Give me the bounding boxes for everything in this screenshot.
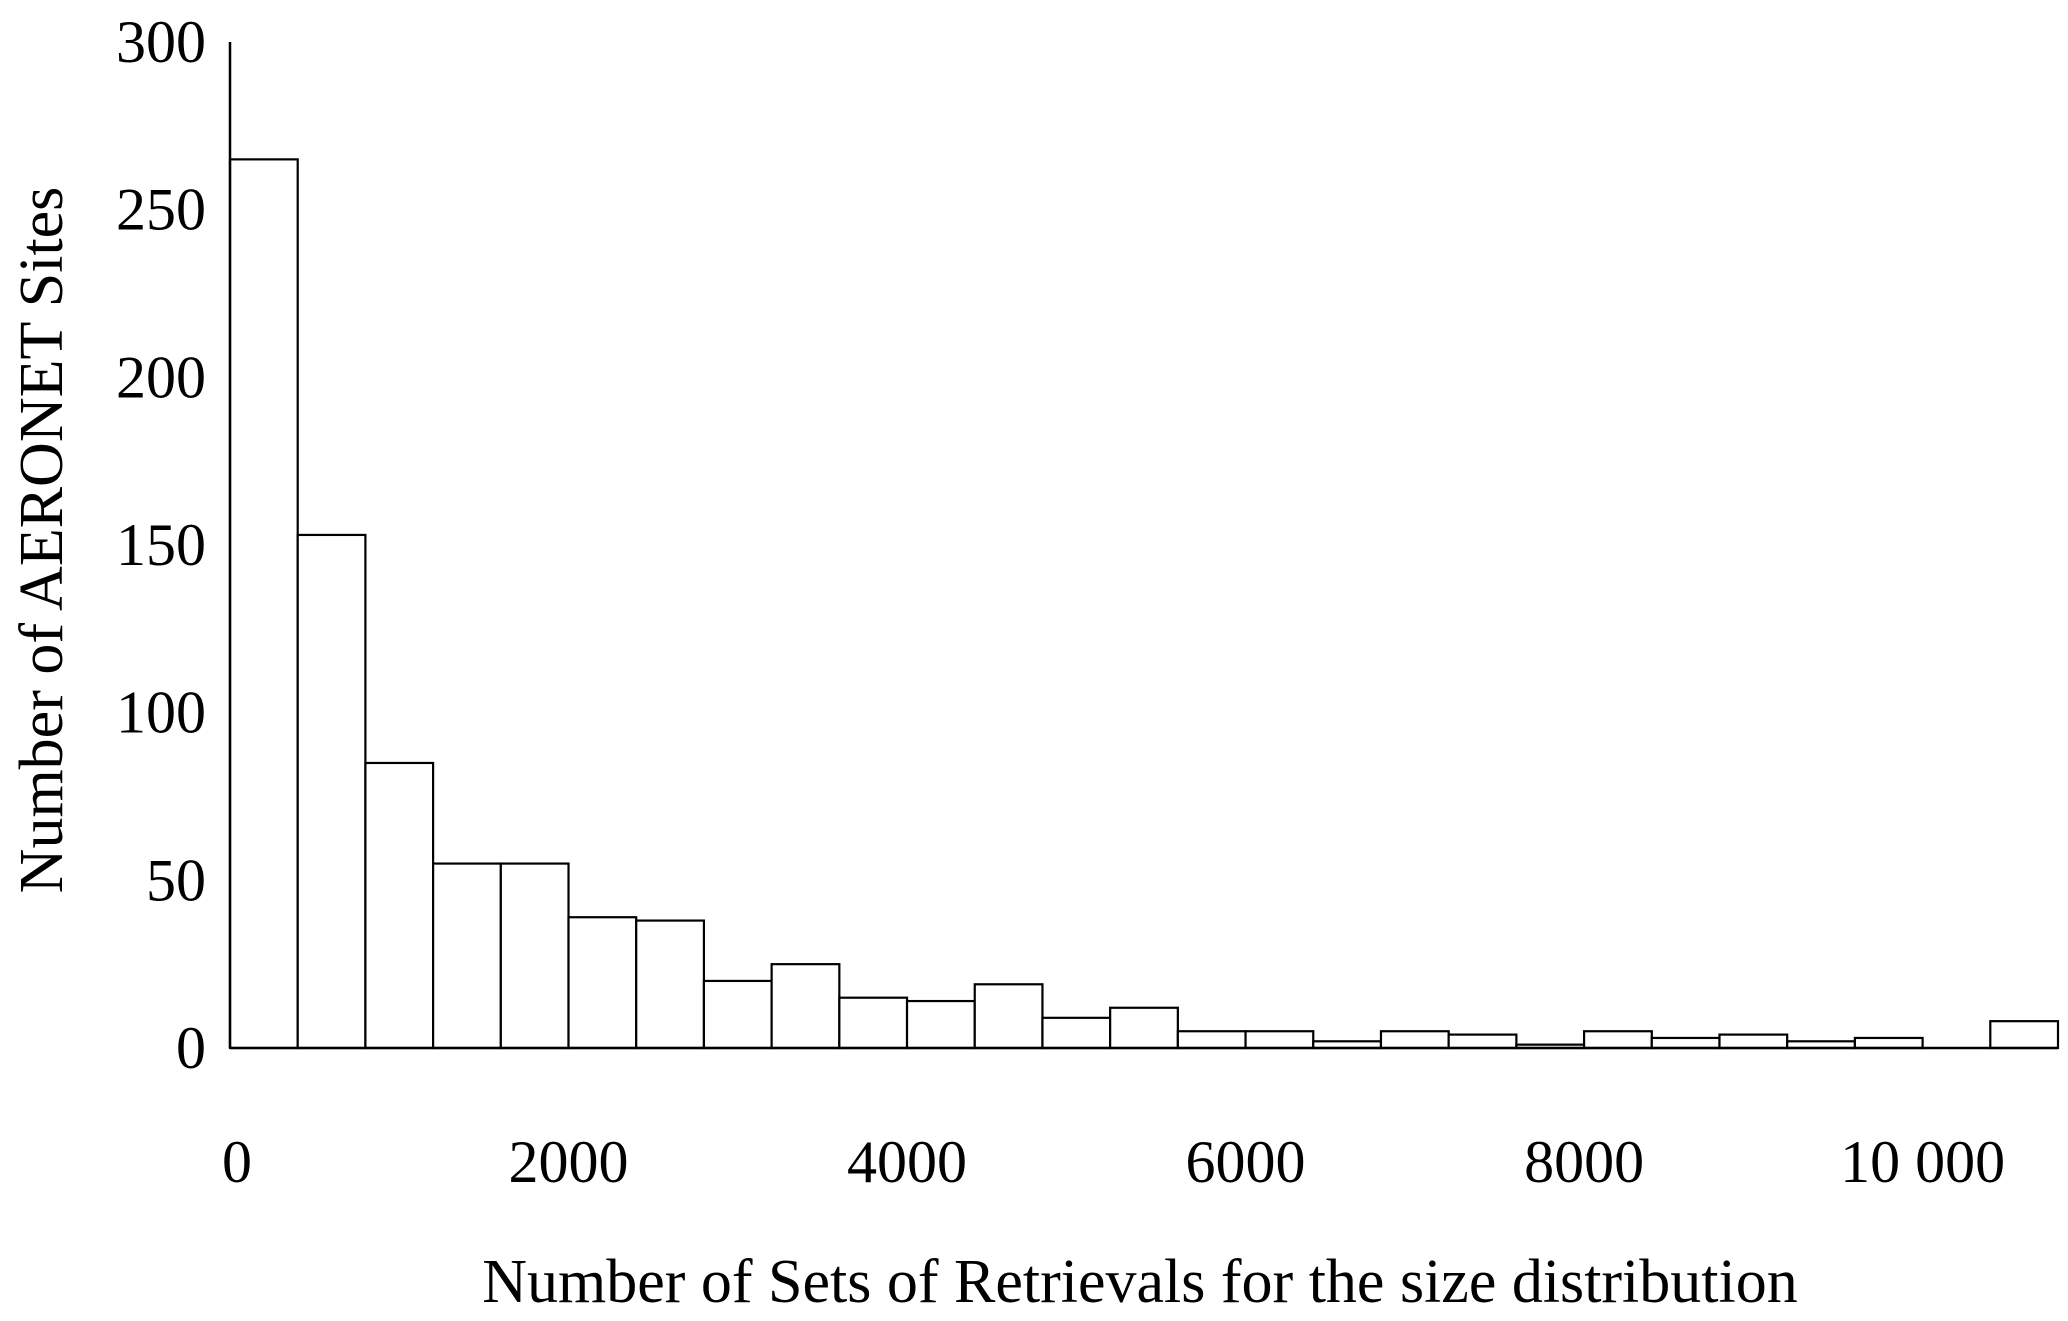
histogram-bar-17	[1379, 1030, 1450, 1050]
histogram-bar-15	[1244, 1030, 1315, 1050]
histogram-bar-4	[499, 862, 570, 1050]
y-tick-label: 150	[116, 512, 206, 578]
histogram-bar-9	[838, 996, 909, 1050]
histogram-bar-0	[228, 158, 299, 1050]
y-tick-label: 50	[146, 847, 206, 913]
chart-axes	[228, 42, 2058, 1050]
y-tick-labels: 0 50 100 150 200 250 300	[116, 9, 206, 1081]
x-tick-label: 6000	[1186, 1129, 1306, 1195]
y-tick-label: 0	[176, 1015, 206, 1081]
histogram-bar-21	[1650, 1036, 1721, 1050]
histogram-bar-2	[364, 761, 435, 1050]
histogram-bar-26	[1989, 1020, 2060, 1050]
histogram-bar-7	[702, 979, 773, 1050]
x-tick-label: 10 000	[1840, 1129, 2005, 1195]
y-tick-label: 100	[116, 680, 206, 746]
histogram-bar-18	[1447, 1033, 1518, 1050]
histogram-bar-13	[1109, 1006, 1179, 1050]
y-axis-title: Number of AERONET Sites	[8, 187, 76, 894]
histogram-bar-10	[905, 999, 976, 1050]
histogram-bar-3	[432, 862, 502, 1050]
x-axis-title: Number of Sets of Retrievals for the siz…	[482, 1248, 1798, 1316]
histogram-bar-1	[296, 533, 367, 1050]
histogram-bar-8	[770, 963, 841, 1050]
histogram-bar-12	[1041, 1016, 1112, 1050]
histogram-bar-6	[635, 919, 706, 1050]
x-tick-labels: 0 2000 4000 6000 8000 10 000	[222, 1129, 2005, 1195]
histogram-bar-22	[1718, 1033, 1789, 1050]
x-tick-label: 4000	[847, 1129, 967, 1195]
y-tick-label: 300	[116, 9, 206, 75]
histogram-bar-5	[567, 916, 638, 1050]
histogram-bar-11	[973, 983, 1044, 1050]
histogram-bars	[228, 158, 2060, 1050]
histogram-bar-14	[1176, 1030, 1247, 1050]
x-tick-label: 0	[222, 1129, 252, 1195]
y-tick-label: 250	[116, 177, 206, 243]
x-tick-label: 8000	[1524, 1129, 1644, 1195]
histogram-bar-20	[1582, 1030, 1653, 1050]
y-tick-label: 200	[116, 344, 206, 410]
x-tick-label: 2000	[509, 1129, 629, 1195]
histogram-bar-24	[1853, 1036, 1924, 1050]
